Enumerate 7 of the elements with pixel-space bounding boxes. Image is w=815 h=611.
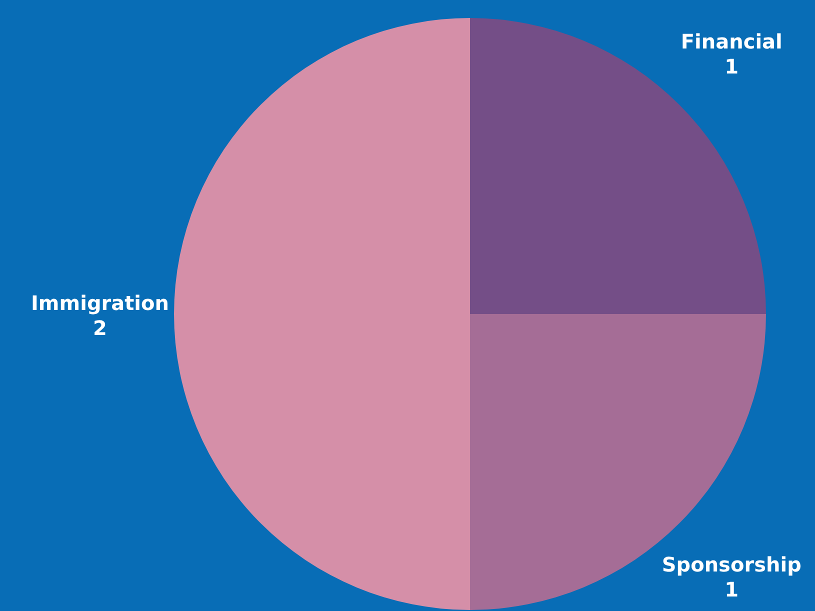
slice-label: Sponsorship	[662, 552, 802, 577]
data-label: 1	[724, 54, 739, 78]
data-label: 1	[724, 578, 739, 602]
slice-label: Immigration	[30, 291, 170, 315]
slice-label: Financial	[680, 29, 782, 54]
data-label: 2	[93, 316, 107, 340]
pie-slice	[174, 18, 470, 610]
